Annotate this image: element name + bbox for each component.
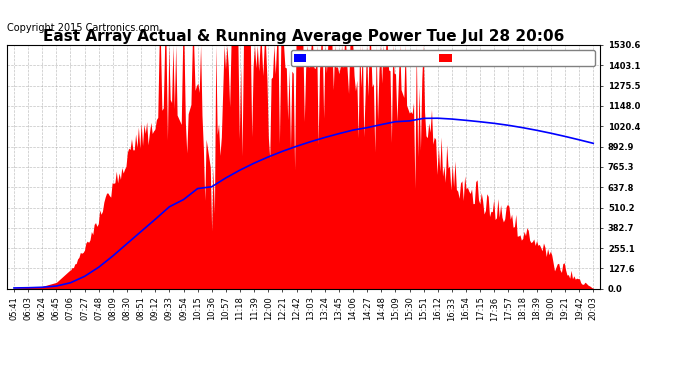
Text: Copyright 2015 Cartronics.com: Copyright 2015 Cartronics.com: [7, 23, 159, 33]
Title: East Array Actual & Running Average Power Tue Jul 28 20:06: East Array Actual & Running Average Powe…: [43, 29, 564, 44]
Legend: Average  (DC Watts), East Array  (DC Watts): Average (DC Watts), East Array (DC Watts…: [291, 50, 595, 66]
